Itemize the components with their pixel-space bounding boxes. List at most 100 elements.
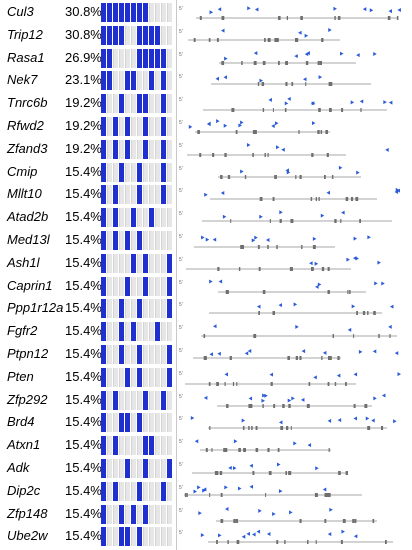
sample-empty-cell [167,117,172,136]
exon-mark [223,448,226,453]
sample-empty-cell [149,231,154,250]
table-row: Ube2w 15.4% 5' [0,525,412,548]
insertion-marker [322,487,327,492]
insertion-marker [198,510,202,515]
exon-mark [276,540,279,545]
sample-hit-cell [113,390,118,410]
exon-mark [272,108,274,113]
sample-empty-cell [107,231,112,250]
insertion-marker [223,75,228,80]
sample-empty-cell [149,3,154,22]
insertion-marker [397,7,401,12]
sample-hit-cell [113,139,118,159]
exon-mark [312,245,316,249]
exon-mark [227,174,231,179]
sample-hit-cell [101,162,106,182]
sample-hit-strip [101,253,173,273]
exon-mark [216,37,219,42]
insertion-marker [373,395,377,400]
insertion-marker [278,488,283,493]
exon-mark [226,403,229,408]
gene-name: Ppp1r12a [7,300,64,316]
exon-mark [253,334,257,339]
sample-empty-cell [143,299,148,319]
sample-empty-cell [155,162,160,182]
sample-empty-cell [149,345,154,364]
sample-hit-strip [101,345,173,364]
sample-empty-cell [143,413,148,433]
sample-hit-cell [101,299,106,319]
sample-empty-cell [149,276,154,296]
sample-empty-cell [155,527,160,547]
exon-mark [262,108,265,113]
table-row: Fgfr2 15.4% 5' [0,320,412,343]
sample-hit-cell [137,3,142,22]
exon-mark [262,403,264,408]
sample-hit-cell [113,117,118,136]
exon-mark [238,448,241,453]
insertion-marker [293,441,297,446]
sample-hit-strip [101,322,173,342]
sample-empty-cell [125,504,130,524]
insertion-marker [276,145,280,150]
sample-empty-cell [125,208,130,228]
insertion-marker [246,532,250,537]
strand-end-label: 5' [179,211,183,217]
insertion-track: 5' [178,434,405,457]
sample-hit-cell [113,185,118,205]
insertion-marker [397,371,402,376]
exon-mark [353,403,356,408]
sample-empty-cell [155,185,160,205]
sample-hit-cell [161,117,166,136]
sample-empty-cell [167,185,172,205]
exon-mark [221,60,225,65]
insertion-marker [247,6,251,11]
sample-empty-cell [119,48,124,68]
sample-hit-strip [101,25,173,45]
sample-hit-cell [101,231,106,250]
exon-mark [353,334,355,339]
insertion-marker [287,398,292,403]
sample-hit-cell [149,25,154,45]
sample-empty-cell [131,436,136,456]
insertion-marker [197,485,201,490]
exon-mark [232,381,235,386]
insertion-track-graphic: 5' [179,255,381,271]
insertion-marker [346,257,350,262]
sample-empty-cell [149,117,154,136]
exon-mark [324,492,328,497]
exon-mark [285,60,288,65]
sample-empty-cell [155,459,160,478]
exon-mark [278,16,279,20]
insertion-marker [314,261,319,266]
insertion-marker [247,349,252,354]
exon-mark [381,426,384,431]
gene-name: Atxn1 [7,437,41,453]
exon-mark [389,334,391,339]
sample-hit-cell [167,253,172,273]
exon-mark [334,219,337,224]
sample-hit-cell [113,3,118,22]
exon-mark [205,448,208,453]
exon-mark [318,108,321,113]
insertion-marker [309,261,313,266]
sample-hit-cell [125,71,130,91]
gene-name: Cul3 [7,4,34,19]
exon-mark [360,108,362,113]
gene-name: Cmip [7,163,38,179]
insertion-marker [300,397,305,402]
insertion-marker [295,325,299,330]
exon-mark [325,130,328,134]
sample-empty-cell [155,413,160,433]
exon-mark [224,152,227,157]
exon-mark [252,471,255,475]
sample-empty-cell [107,162,112,182]
sample-empty-cell [131,345,136,364]
sample-empty-cell [119,208,124,228]
insertion-marker [240,120,244,125]
sample-hit-cell [143,436,148,456]
exon-mark [193,37,196,42]
insertion-marker [202,488,206,493]
exon-mark [231,108,235,113]
sample-empty-cell [131,139,136,159]
